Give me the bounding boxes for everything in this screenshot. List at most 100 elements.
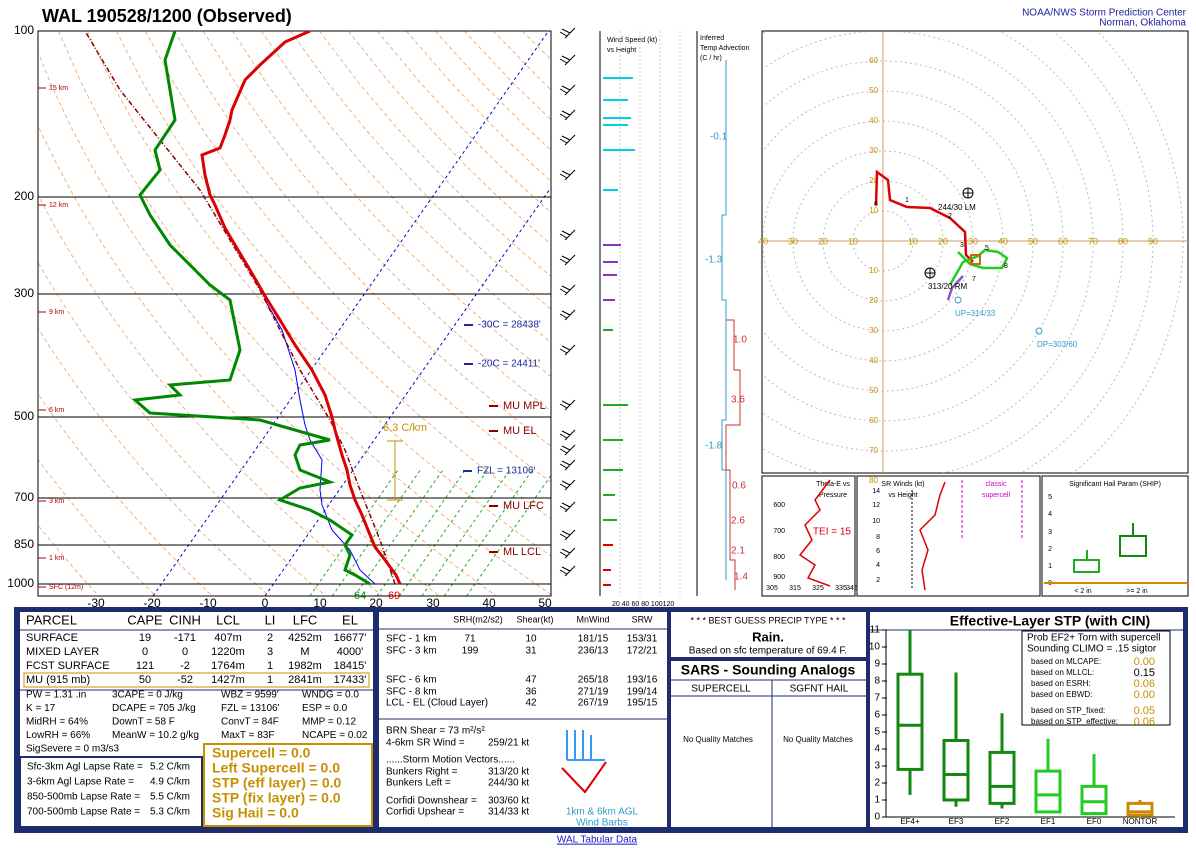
wind-barb bbox=[561, 345, 571, 351]
kinematic-value: 259/21 kt bbox=[488, 738, 529, 749]
wind-barb bbox=[561, 460, 571, 466]
moist-adiabat bbox=[376, 469, 466, 596]
sr-frame bbox=[856, 475, 1041, 597]
panel-title: Effective-Layer STP (with CIN) bbox=[950, 613, 1150, 629]
y-tick-label: 5 bbox=[874, 727, 880, 738]
hodo-label: 10 bbox=[869, 206, 878, 215]
pressure-label: 700 bbox=[14, 490, 34, 504]
prob-value: 0.15 bbox=[1134, 667, 1155, 679]
storm-motion bbox=[954, 296, 962, 304]
thermo-param: PW = 1.31 .in bbox=[26, 690, 86, 701]
panel-title: Pressure bbox=[819, 492, 847, 499]
table-cell: M bbox=[300, 646, 309, 658]
box bbox=[942, 739, 970, 802]
hodo-marker bbox=[970, 254, 981, 265]
wind-barb bbox=[561, 530, 571, 536]
kinematic-value: 314/33 kt bbox=[488, 807, 529, 818]
wind-barb bbox=[559, 88, 568, 94]
hodo-label: 20 bbox=[869, 296, 878, 305]
hodo-label: 30 bbox=[869, 326, 878, 335]
advection-value: -1.8 bbox=[705, 441, 723, 452]
composite-param: Sig Hail = 0.0 bbox=[212, 805, 299, 821]
axis-label: 345 bbox=[846, 585, 858, 592]
advection-value: 1.0 bbox=[733, 335, 747, 346]
y-tick-label: 10 bbox=[869, 642, 881, 653]
thermo-param: WNDG = 0.0 bbox=[302, 690, 359, 701]
wind-barb bbox=[561, 110, 571, 116]
skewt-annotation: 69 bbox=[388, 590, 400, 602]
kinematic-value: 244/30 kt bbox=[488, 778, 529, 789]
y-tick-label: 2 bbox=[874, 778, 880, 789]
moist-adiabat bbox=[331, 469, 421, 596]
skewt-frame bbox=[37, 30, 552, 597]
wind-barb bbox=[559, 483, 568, 489]
height-label: 3 km bbox=[49, 498, 64, 505]
table-cell: SFC - 3 km bbox=[386, 646, 437, 657]
table-cell: 236/13 bbox=[578, 646, 609, 657]
section-label: ......Storm Motion Vectors...... bbox=[386, 755, 515, 766]
hodo-hour: 6 bbox=[874, 201, 878, 208]
thermo-param: MeanW = 10.2 g/kg bbox=[112, 730, 199, 741]
height-label: SFC (12m) bbox=[49, 584, 83, 591]
dry-adiabat bbox=[38, 124, 440, 596]
wind-barb bbox=[561, 55, 571, 61]
hodo-frame bbox=[761, 30, 1189, 474]
thetae-trace bbox=[798, 479, 831, 587]
table-cell: 10 bbox=[525, 634, 537, 645]
skewt-annotation: FZL = 13106' bbox=[477, 466, 536, 477]
table-cell: 4000' bbox=[337, 646, 364, 658]
skewt-annotation: -20C = 24411' bbox=[478, 359, 540, 370]
wind-barb bbox=[559, 433, 568, 439]
table-cell: 265/18 bbox=[578, 675, 609, 686]
table-cell: SFC - 8 km bbox=[386, 687, 437, 698]
thermo-param: LowRH = 66% bbox=[26, 730, 90, 741]
table-cell: 1427m bbox=[211, 674, 245, 686]
hodo-trace bbox=[874, 169, 974, 263]
table-header: LFC bbox=[293, 612, 318, 627]
table-cell: 1 bbox=[267, 660, 273, 672]
hodo-label: 40 bbox=[869, 356, 878, 365]
table-cell: 1764m bbox=[211, 660, 245, 672]
prob-label: based on STP_effective: bbox=[1031, 717, 1118, 726]
column-header: SUPERCELL bbox=[691, 684, 751, 695]
prob-text: Sounding CLIMO = .15 sigtor bbox=[1027, 644, 1157, 655]
kinematic-value: 313/20 kt bbox=[488, 767, 529, 778]
table-cell: 2841m bbox=[288, 674, 322, 686]
height-label: 12 km bbox=[49, 202, 68, 209]
advection-value: 3.6 bbox=[731, 395, 745, 406]
advection-value: 2.6 bbox=[731, 516, 745, 527]
axis-label: 1 bbox=[1048, 563, 1052, 570]
kinematic-label: Corfidi Downshear = bbox=[386, 796, 477, 807]
table-cell: 0 bbox=[142, 646, 148, 658]
pressure-label: 850 bbox=[14, 537, 34, 551]
y-tick-label: 9 bbox=[874, 659, 880, 670]
panel-note: classic bbox=[985, 481, 1007, 488]
tabular-link[interactable]: WAL Tabular Data bbox=[557, 835, 638, 846]
wind-barb bbox=[561, 28, 571, 34]
wind-barb bbox=[559, 113, 568, 119]
thetae-frame bbox=[761, 475, 856, 597]
title: WAL 190528/1200 (Observed) bbox=[42, 6, 292, 26]
box bbox=[1080, 784, 1108, 816]
table-cell: SURFACE bbox=[26, 632, 78, 644]
thermo-param: FZL = 13106' bbox=[221, 703, 280, 714]
thermo-param: 3CAPE = 0 J/kg bbox=[112, 690, 183, 701]
hodo-trace bbox=[946, 275, 964, 301]
precip-note: Based on sfc temperature of 69.4 F. bbox=[689, 646, 847, 657]
hodo-label: 40 bbox=[869, 116, 878, 125]
axis-label: 900 bbox=[773, 574, 785, 581]
thermo-param: DownT = 58 F bbox=[112, 717, 175, 728]
pressure-label: 300 bbox=[14, 286, 34, 300]
moist-adiabat bbox=[309, 469, 399, 596]
panel-title: vs Height bbox=[888, 492, 917, 499]
kinematic-value: 303/60 kt bbox=[488, 796, 529, 807]
wind-barb bbox=[561, 502, 571, 508]
panel-title: vs Height bbox=[607, 47, 636, 54]
wind-barb bbox=[561, 566, 571, 572]
parcel-trace bbox=[84, 31, 396, 585]
kinematic-label: 4-6km SR Wind = bbox=[386, 738, 465, 749]
y-tick-label: 11 bbox=[870, 625, 881, 636]
wind-barb bbox=[561, 310, 571, 316]
temp-label: -10 bbox=[199, 596, 217, 610]
